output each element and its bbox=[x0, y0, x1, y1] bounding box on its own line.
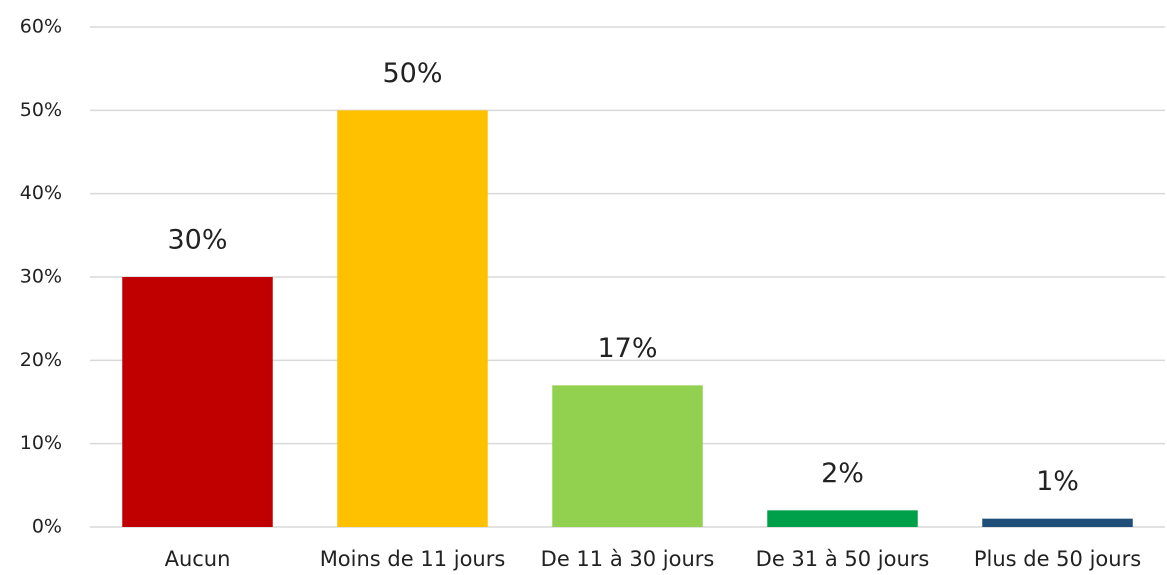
x-tick-label: De 31 à 50 jours bbox=[756, 547, 930, 571]
value-label: 1% bbox=[1036, 466, 1079, 497]
x-tick-label: De 11 à 30 jours bbox=[541, 547, 715, 571]
x-tick-label: Aucun bbox=[165, 547, 231, 571]
x-tick-label: Plus de 50 jours bbox=[974, 547, 1141, 571]
y-tick-label: 50% bbox=[20, 99, 62, 121]
y-tick-label: 40% bbox=[20, 182, 62, 204]
y-tick-label: 10% bbox=[20, 432, 62, 454]
bar bbox=[337, 110, 488, 527]
bar bbox=[982, 518, 1133, 527]
y-tick-label: 30% bbox=[20, 266, 62, 288]
bar bbox=[767, 510, 918, 527]
value-label: 2% bbox=[821, 458, 864, 489]
value-label: 17% bbox=[597, 333, 657, 364]
bar bbox=[552, 385, 703, 527]
value-label: 30% bbox=[167, 225, 227, 256]
value-label: 50% bbox=[382, 58, 442, 89]
y-tick-label: 20% bbox=[20, 349, 62, 371]
x-tick-label: Moins de 11 jours bbox=[320, 547, 506, 571]
bar bbox=[122, 277, 273, 527]
y-tick-label: 0% bbox=[32, 516, 62, 538]
y-tick-label: 60% bbox=[20, 16, 62, 38]
